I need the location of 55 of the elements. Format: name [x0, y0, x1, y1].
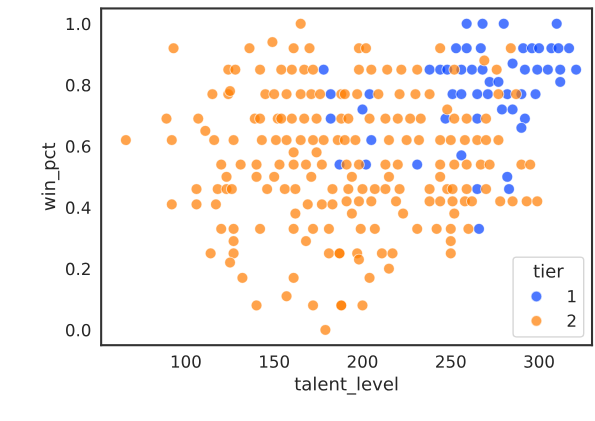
x-tick-label: 100: [172, 355, 201, 368]
x-axis-title: talent_level: [294, 376, 398, 395]
point: [552, 42, 564, 54]
x-tick-label: 300: [524, 355, 554, 368]
point: [554, 64, 566, 76]
point: [506, 104, 518, 116]
point: [519, 64, 531, 76]
point: [570, 64, 582, 76]
point: [550, 18, 563, 30]
point: [456, 88, 468, 100]
point: [542, 64, 554, 76]
y-tick-label: 0.6: [66, 140, 90, 153]
point: [450, 42, 462, 54]
point: [324, 88, 336, 100]
point: [482, 88, 494, 100]
point: [318, 64, 330, 76]
point: [473, 223, 485, 235]
point: [498, 18, 510, 30]
point: [460, 18, 472, 30]
point: [424, 64, 436, 76]
x-tick-label: 150: [260, 355, 289, 368]
point: [476, 64, 488, 76]
y-tick-label: 1.0: [66, 18, 90, 30]
legend-label: 2: [568, 314, 576, 327]
point: [506, 58, 518, 70]
point: [474, 42, 487, 54]
point: [516, 122, 528, 134]
point: [554, 76, 566, 88]
point: [496, 104, 508, 116]
point: [471, 88, 484, 100]
point: [411, 158, 424, 170]
point: [356, 104, 368, 116]
y-tick-label: 0.2: [66, 262, 90, 276]
point: [533, 42, 545, 54]
y-tick-label: 0.0: [66, 324, 90, 336]
y-tick-label: 0.4: [66, 201, 90, 214]
point: [503, 183, 515, 195]
point: [501, 171, 514, 183]
point: [466, 64, 478, 76]
legend-title: tier: [534, 264, 564, 278]
point: [530, 88, 542, 100]
legend-label: 1: [568, 290, 576, 302]
point: [519, 112, 531, 124]
y-axis-title: win_pct: [41, 142, 60, 210]
point: [531, 64, 544, 76]
point: [324, 112, 336, 124]
point: [492, 76, 504, 88]
point: [366, 134, 378, 146]
x-tick-label: 200: [348, 355, 378, 368]
point: [476, 18, 488, 30]
point: [456, 150, 468, 162]
x-tick-label: 250: [436, 355, 466, 368]
point: [563, 42, 575, 54]
y-tick-label: 0.8: [66, 78, 90, 92]
point: [460, 42, 472, 54]
